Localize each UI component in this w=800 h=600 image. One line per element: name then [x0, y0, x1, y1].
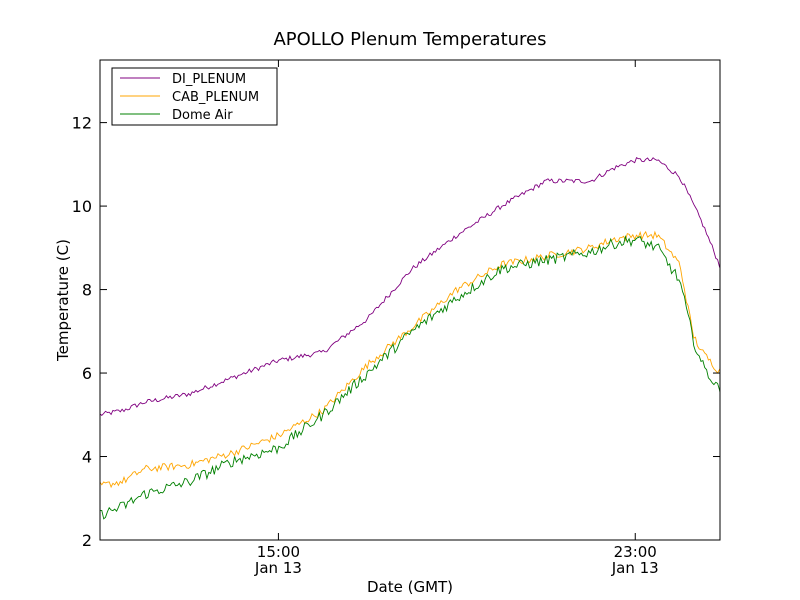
- series-line-dome-air: [100, 234, 720, 520]
- x-tick-label-date: Jan 13: [611, 559, 659, 577]
- series-line-cab-plenum: [100, 230, 720, 489]
- y-tick-label: 12: [72, 114, 92, 133]
- y-axis-label: Temperature (C): [54, 239, 72, 362]
- x-axis-label: Date (GMT): [367, 578, 453, 596]
- series-layer: [100, 157, 720, 520]
- x-tick-label-date: Jan 13: [254, 559, 302, 577]
- x-tick-label-time: 23:00: [614, 543, 657, 561]
- legend-label: CAB_PLENUM: [172, 90, 259, 105]
- y-tick-label: 6: [82, 364, 92, 383]
- series-line-di-plenum: [100, 157, 720, 417]
- y-tick-label: 8: [82, 281, 92, 300]
- plot-frame: [99, 59, 721, 541]
- y-tick-label: 2: [82, 531, 92, 550]
- legend: DI_PLENUM CAB_PLENUM Dome Air: [111, 67, 278, 126]
- legend-label: Dome Air: [172, 108, 233, 123]
- y-tick-label: 10: [72, 197, 92, 216]
- y-tick-label: 4: [82, 448, 92, 467]
- legend-label: DI_PLENUM: [172, 72, 246, 87]
- chart-title: APOLLO Plenum Temperatures: [273, 29, 546, 50]
- x-tick-label-time: 15:00: [257, 543, 300, 561]
